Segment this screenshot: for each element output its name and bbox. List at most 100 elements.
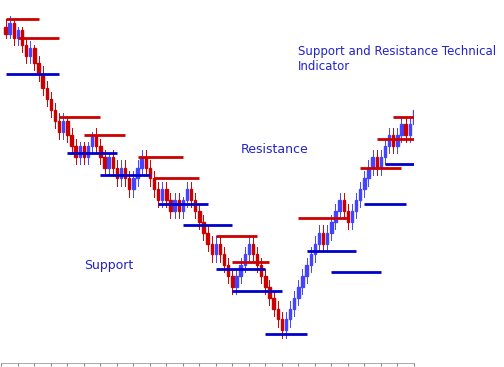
Bar [268, 287, 271, 298]
Bar [95, 135, 97, 146]
Bar [202, 222, 205, 233]
Bar [256, 254, 258, 265]
Bar [198, 211, 201, 222]
Bar [227, 265, 229, 276]
Bar [116, 168, 118, 178]
Text: Support and Resistance Technical
Indicator: Support and Resistance Technical Indicat… [298, 45, 496, 73]
Bar [384, 146, 386, 157]
Bar [289, 309, 291, 319]
Bar [235, 276, 238, 287]
Bar [252, 244, 254, 254]
Bar [153, 178, 155, 189]
Bar [99, 146, 101, 157]
Bar [273, 298, 275, 309]
Bar [318, 233, 320, 244]
Bar [9, 23, 11, 34]
Bar [322, 233, 324, 244]
Bar [132, 178, 135, 189]
Bar [219, 244, 221, 254]
Bar [400, 124, 403, 135]
Bar [71, 135, 73, 146]
Text: Resistance: Resistance [240, 143, 308, 156]
Bar [111, 157, 114, 168]
Bar [91, 135, 93, 146]
Bar [301, 276, 303, 287]
Bar [107, 157, 110, 168]
Bar [247, 244, 250, 254]
Bar [182, 200, 184, 211]
Bar [326, 233, 329, 244]
Bar [157, 189, 159, 200]
Bar [334, 211, 337, 222]
Bar [413, 110, 415, 124]
Bar [29, 48, 31, 56]
Bar [177, 200, 180, 211]
Bar [149, 168, 151, 178]
Bar [388, 135, 390, 146]
Bar [103, 157, 106, 168]
Bar [37, 63, 40, 74]
Text: Support: Support [84, 259, 133, 272]
Bar [281, 319, 283, 330]
Bar [5, 27, 7, 34]
Bar [186, 189, 188, 200]
Bar [45, 88, 48, 99]
Bar [17, 30, 19, 37]
Bar [50, 99, 52, 110]
Bar [79, 146, 81, 157]
Bar [141, 157, 143, 168]
Bar [330, 222, 333, 233]
Bar [409, 124, 411, 135]
Bar [343, 200, 345, 211]
Bar [21, 30, 23, 45]
Bar [190, 189, 193, 200]
Bar [161, 189, 163, 200]
Bar [243, 254, 246, 265]
Bar [380, 157, 382, 168]
Bar [305, 265, 308, 276]
Bar [231, 276, 233, 287]
Bar [207, 233, 209, 244]
Bar [309, 254, 312, 265]
Bar [41, 74, 44, 88]
Bar [264, 276, 267, 287]
Bar [297, 287, 299, 298]
Bar [87, 146, 89, 157]
Bar [25, 45, 27, 56]
Bar [351, 211, 353, 222]
Bar [145, 157, 147, 168]
Bar [33, 48, 36, 63]
Bar [194, 200, 197, 211]
Bar [120, 168, 122, 178]
Bar [223, 254, 225, 265]
Bar [137, 168, 139, 178]
Bar [375, 157, 378, 168]
Bar [124, 168, 127, 178]
Bar [277, 309, 279, 319]
Bar [371, 157, 374, 168]
Bar [404, 124, 407, 135]
Bar [83, 146, 85, 157]
Bar [392, 135, 395, 146]
Bar [239, 265, 242, 276]
Bar [13, 23, 15, 37]
Bar [211, 244, 213, 254]
Bar [128, 178, 131, 189]
Bar [62, 121, 65, 131]
Bar [75, 146, 77, 157]
Bar [339, 200, 341, 211]
Bar [293, 298, 295, 309]
Bar [285, 319, 287, 330]
Bar [313, 244, 316, 254]
Bar [347, 211, 349, 222]
Bar [260, 265, 263, 276]
Bar [363, 178, 365, 189]
Bar [215, 244, 217, 254]
Bar [367, 168, 369, 178]
Bar [165, 189, 167, 200]
Bar [58, 121, 60, 131]
Bar [54, 110, 56, 121]
Bar [169, 200, 172, 211]
Bar [173, 200, 176, 211]
Bar [359, 189, 361, 200]
